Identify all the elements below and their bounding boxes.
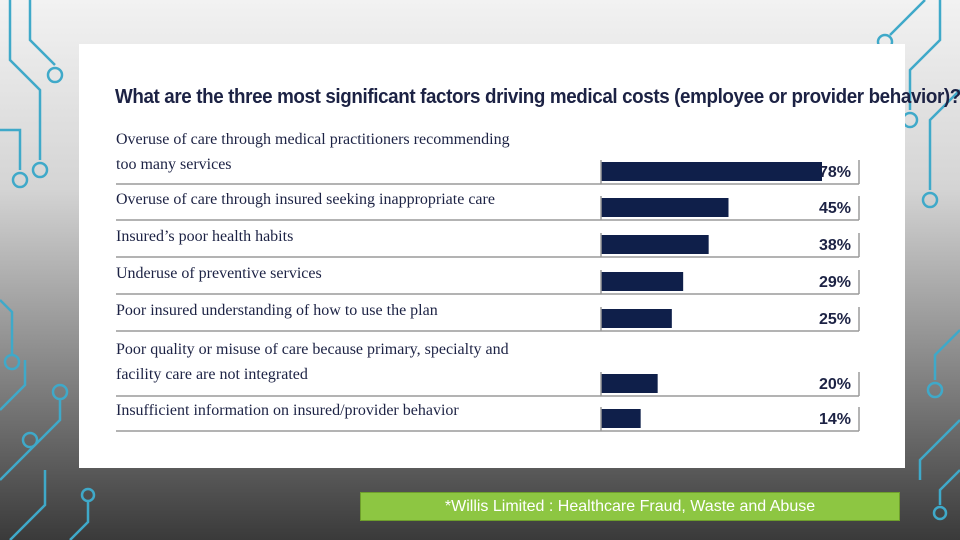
value-label: 45%	[819, 200, 851, 217]
row-label: Insured’s poor health habits	[116, 228, 293, 245]
row-label: Overuse of care through medical practiti…	[116, 131, 510, 148]
bar	[601, 374, 658, 393]
bar	[601, 272, 684, 291]
value-label: 25%	[819, 311, 851, 328]
row-label: Poor insured understanding of how to use…	[116, 302, 438, 319]
bar	[601, 409, 641, 428]
value-label: 20%	[819, 376, 851, 393]
row-label: Insufficient information on insured/prov…	[116, 402, 459, 419]
value-label: 38%	[819, 237, 851, 254]
bar	[601, 198, 729, 217]
row-label: Underuse of preventive services	[116, 265, 322, 282]
row-label: Poor quality or misuse of care because p…	[116, 341, 509, 358]
chart-title: What are the three most significant fact…	[115, 86, 960, 108]
bar	[601, 235, 709, 254]
value-label: 29%	[819, 274, 851, 291]
circuit-decoration-left	[0, 0, 96, 540]
bar	[601, 309, 672, 328]
value-label: 14%	[819, 411, 851, 428]
row-label: facility care are not integrated	[116, 366, 308, 383]
bar-chart: Overuse of care through medical practiti…	[116, 131, 860, 432]
source-note: *Willis Limited : Healthcare Fraud, Wast…	[360, 492, 900, 521]
bar	[601, 162, 822, 181]
value-label: 78%	[819, 164, 851, 181]
chart-panel: What are the three most significant fact…	[79, 44, 960, 468]
row-label: too many services	[116, 156, 232, 173]
row-label: Overuse of care through insured seeking …	[116, 191, 495, 208]
